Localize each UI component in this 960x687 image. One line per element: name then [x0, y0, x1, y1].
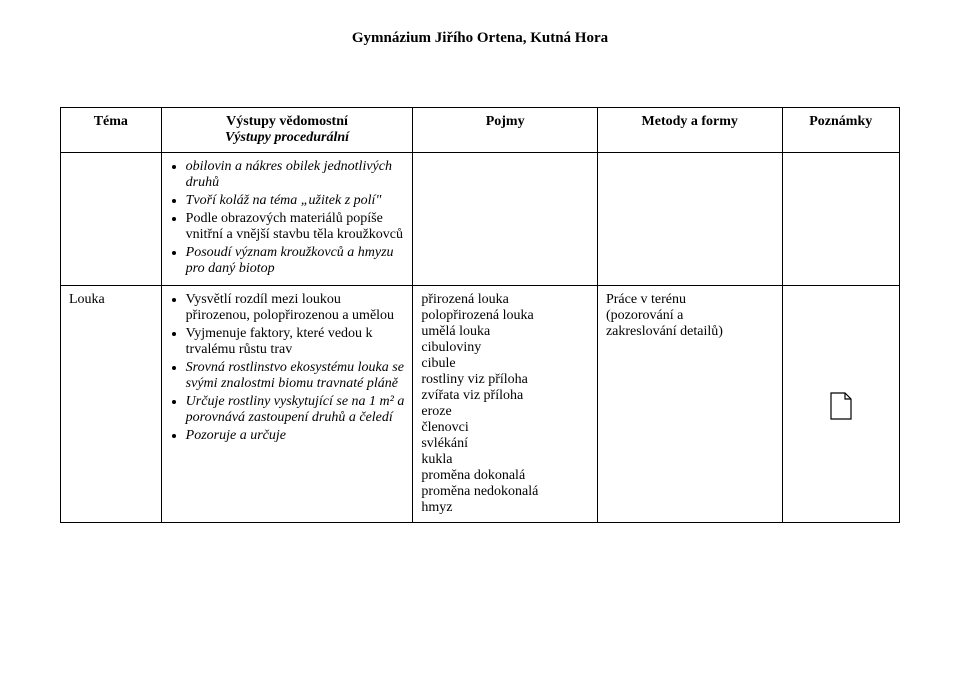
- cell-poznamky-empty: [782, 153, 899, 286]
- col-vystupy: Výstupy vědomostní Výstupy procedurální: [161, 108, 413, 153]
- pojem: přirozená louka: [421, 292, 589, 308]
- vystupy-line1: Výstupy vědomostní: [170, 114, 405, 130]
- table-header-row: Téma Výstupy vědomostní Výstupy procedur…: [61, 108, 900, 153]
- pojem: hmyz: [421, 500, 589, 516]
- col-metody: Metody a formy: [597, 108, 782, 153]
- pojem: členovci: [421, 420, 589, 436]
- list-item: Pozoruje a určuje: [186, 428, 405, 444]
- pojem: zvířata viz příloha: [421, 388, 589, 404]
- cell-vystupy-2: Vysvětlí rozdíl mezi loukou přirozenou, …: [161, 286, 413, 523]
- document-icon: [830, 392, 852, 420]
- pojem: cibuloviny: [421, 340, 589, 356]
- curriculum-table: Téma Výstupy vědomostní Výstupy procedur…: [60, 107, 900, 523]
- pojem: proměna nedokonalá: [421, 484, 589, 500]
- col-tema: Téma: [61, 108, 162, 153]
- page-header: Gymnázium Jiřího Ortena, Kutná Hora: [60, 30, 900, 47]
- metoda-line: zakreslování detailů): [606, 324, 774, 340]
- pojem: kukla: [421, 452, 589, 468]
- pojem: svlékání: [421, 436, 589, 452]
- vystupy-line2: Výstupy procedurální: [170, 130, 405, 146]
- col-poznamky: Poznámky: [782, 108, 899, 153]
- table-row: Louka Vysvětlí rozdíl mezi loukou přiroz…: [61, 286, 900, 523]
- pojem: proměna dokonalá: [421, 468, 589, 484]
- pojem: cibule: [421, 356, 589, 372]
- metoda-line: Práce v terénu: [606, 292, 774, 308]
- metoda-line: (pozorování a: [606, 308, 774, 324]
- list-item: Posoudí význam kroužkovců a hmyzu pro da…: [186, 245, 405, 277]
- cell-pojmy-2: přirozená louka polopřirozená louka uměl…: [413, 286, 598, 523]
- pojem: polopřirozená louka: [421, 308, 589, 324]
- cell-vystupy-1: obilovin a nákres obilek jednotlivých dr…: [161, 153, 413, 286]
- cell-tema-louka: Louka: [61, 286, 162, 523]
- pojem: rostliny viz příloha: [421, 372, 589, 388]
- cell-metody-2: Práce v terénu (pozorování a zakreslován…: [597, 286, 782, 523]
- list-item: Určuje rostliny vyskytující se na 1 m² a…: [186, 394, 405, 426]
- cell-metody-empty: [597, 153, 782, 286]
- list-item: Tvoří koláž na téma „užitek z polí": [186, 193, 405, 209]
- list-item: Srovná rostlinstvo ekosystému louka se s…: [186, 360, 405, 392]
- list-item: Podle obrazových materiálů popíše vnitřn…: [186, 211, 405, 243]
- list-item: Vyjmenuje faktory, které vedou k trvalém…: [186, 326, 405, 358]
- pojem: umělá louka: [421, 324, 589, 340]
- pojem: eroze: [421, 404, 589, 420]
- table-row: obilovin a nákres obilek jednotlivých dr…: [61, 153, 900, 286]
- cell-tema-empty: [61, 153, 162, 286]
- cell-poznamky-2: [782, 286, 899, 523]
- col-pojmy: Pojmy: [413, 108, 598, 153]
- cell-pojmy-empty: [413, 153, 598, 286]
- list-item: Vysvětlí rozdíl mezi loukou přirozenou, …: [186, 292, 405, 324]
- list-item: obilovin a nákres obilek jednotlivých dr…: [186, 159, 405, 191]
